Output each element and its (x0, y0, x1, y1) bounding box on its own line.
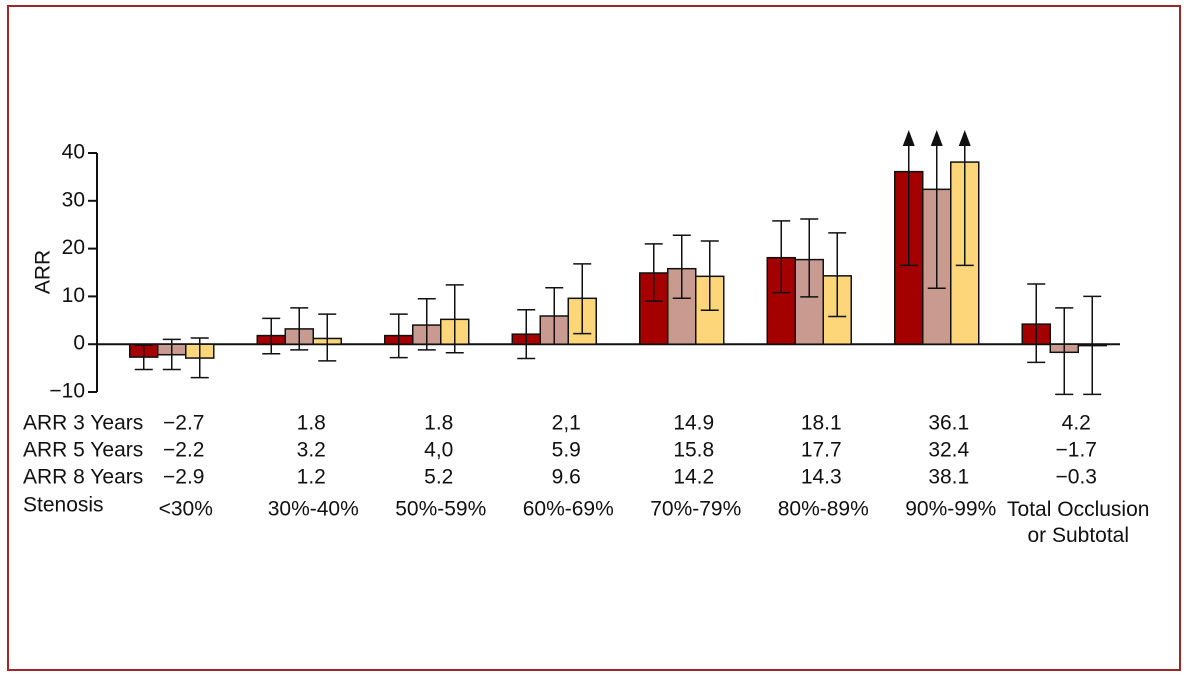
error-bar (800, 218, 819, 298)
value-label: −2.7 (163, 412, 204, 435)
value-label: 4,0 (424, 439, 453, 462)
value-label: −2.2 (163, 439, 204, 462)
x-tick-label: <30% (159, 498, 213, 521)
error-bar (445, 284, 464, 354)
error-bar (828, 232, 847, 318)
frame (7, 5, 1181, 671)
error-bar (417, 298, 436, 351)
value-label: −0.3 (1056, 466, 1097, 489)
x-tick-label: 90%-99% (905, 498, 996, 521)
value-label: 5.9 (552, 439, 581, 462)
error-bar (134, 344, 153, 371)
error-bar (672, 234, 691, 300)
value-label: 15.8 (673, 439, 714, 462)
value-label: 1.8 (424, 412, 453, 435)
value-label: −1.7 (1056, 439, 1097, 462)
y-tick-label: 10 (62, 284, 85, 307)
error-bar (899, 130, 918, 267)
row-label: ARR 3 Years (23, 412, 143, 435)
error-arrow (930, 130, 943, 146)
value-label: 4.2 (1062, 412, 1091, 435)
value-label: 36.1 (928, 412, 969, 435)
x-tick-label: 30%-40% (268, 498, 359, 521)
error-bar (927, 130, 946, 290)
y-tick-label: 20 (62, 236, 85, 259)
error-bar (318, 313, 337, 362)
error-bar (1083, 295, 1102, 396)
value-label: 14.3 (801, 466, 842, 489)
y-tick-label: −10 (49, 380, 85, 403)
error-bar (162, 338, 181, 371)
x-tick-label: 60%-69% (523, 498, 614, 521)
value-label: 5.2 (424, 466, 453, 489)
value-label: 3.2 (297, 439, 326, 462)
error-bar (573, 263, 592, 335)
error-arrow (958, 130, 971, 146)
value-label: 17.7 (801, 439, 842, 462)
error-bar (1055, 307, 1074, 396)
value-label: 1.2 (297, 466, 326, 489)
error-bar (772, 220, 791, 294)
y-tick-label: 40 (62, 141, 85, 164)
row-label: ARR 8 Years (23, 466, 143, 489)
value-label: 32.4 (928, 439, 969, 462)
x-tick-label: 80%-89% (778, 498, 869, 521)
value-label: 1.8 (297, 412, 326, 435)
value-label: 14.2 (673, 466, 714, 489)
error-bar (262, 317, 281, 355)
x-tick-label: Total Occlusion or Subtotal (1007, 498, 1149, 547)
row-label: ARR 5 Years (23, 439, 143, 462)
error-bar (290, 307, 309, 351)
value-label: 2,1 (552, 412, 581, 435)
error-bar (517, 309, 536, 360)
y-tick-label: 30 (62, 188, 85, 211)
x-tick-label: 50%-59% (395, 498, 486, 521)
x-tick-label: 70%-79% (650, 498, 741, 521)
y-tick-label: 0 (73, 332, 85, 355)
value-label: 14.9 (673, 412, 714, 435)
value-label: 9.6 (552, 466, 581, 489)
error-bar (1027, 283, 1046, 364)
error-bar (955, 130, 974, 267)
error-bar (700, 240, 719, 312)
error-bar (644, 243, 663, 302)
error-bar (545, 287, 564, 345)
value-label: 38.1 (928, 466, 969, 489)
x-axis-label: Stenosis (23, 494, 104, 517)
error-bar (190, 337, 209, 379)
error-bar (389, 313, 408, 359)
y-axis-label: ARR (32, 250, 55, 294)
value-label: −2.9 (163, 466, 204, 489)
error-arrow (902, 130, 915, 146)
value-label: 18.1 (801, 412, 842, 435)
